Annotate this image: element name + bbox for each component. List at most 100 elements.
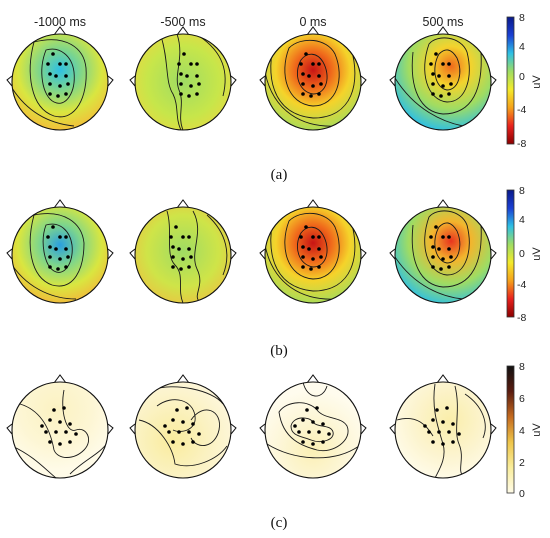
topomap-b-2-electrode-7	[171, 255, 175, 259]
topomap-b-3-electrode-6	[317, 247, 321, 251]
topomap-c-2-electrode-8	[171, 440, 175, 444]
topomap-c-2-electrode-5	[177, 430, 181, 434]
topomap-c-4-nose	[436, 374, 450, 384]
topomap-b-4-contour-2	[424, 210, 470, 276]
colorbar-a-tick-3: 0	[519, 71, 525, 83]
topomap-b-1-contour-3	[12, 264, 77, 300]
topomap-b-1-contour-2	[29, 213, 85, 287]
topomap-b-4-electrode-4	[431, 245, 435, 249]
topomap-b-2-electrode-13	[169, 235, 173, 239]
topomap-c-2-contour-1	[156, 399, 196, 432]
topomap-b-4-electrode-2	[441, 235, 445, 239]
topomap-a-3-head-outline	[264, 33, 362, 131]
topomap-b-1-electrode-5	[54, 247, 58, 251]
topomap-b-2-field	[135, 207, 231, 303]
topomap-a-3-electrode-12	[317, 92, 321, 96]
topomap-a-3-electrode-8	[311, 84, 315, 88]
topomap-a-3-contour-1	[297, 53, 328, 95]
topomap-a-2-electrode-10	[179, 92, 183, 96]
topomap-b-3-electrode-10	[301, 265, 305, 269]
topomap-c-1-electrode-12	[62, 406, 66, 410]
colorbar-a-unit: uV	[531, 75, 543, 89]
colorbar-c-tick-2: 6	[519, 393, 525, 405]
topomap-a-1	[6, 26, 114, 131]
topomap-c-4-electrode-8	[431, 440, 435, 444]
topomap-b-3-electrode-7	[301, 255, 305, 259]
topomap-b-4-right-ear	[490, 248, 497, 260]
topomap-a-1-electrode-6	[64, 74, 68, 78]
topomap-c-4-electrode-3	[451, 422, 455, 426]
topomap-b-3-left-ear	[259, 248, 266, 260]
topomap-a-3-electrode-9	[319, 82, 323, 86]
topomap-a-4-electrode-7	[431, 82, 435, 86]
topomap-a-3-left-ear	[259, 75, 266, 87]
topomap-a-1-left-ear	[6, 75, 13, 87]
topomap-b-4-contour-3	[411, 224, 482, 288]
topomap-c-2-contour-2	[190, 409, 220, 446]
topomap-c-2-electrode-13	[163, 424, 167, 428]
topomap-a-4-electrode-12	[447, 92, 451, 96]
topomap-c-2-electrode-12	[185, 406, 189, 410]
colorbar-c-gradient	[506, 365, 515, 494]
topomap-c-3-electrode-10	[321, 440, 325, 444]
topomap-a-2-electrode-5	[185, 74, 189, 78]
topomap-c-4-contour-2	[454, 385, 464, 477]
topomap-a-2-electrode-8	[189, 84, 193, 88]
topomap-c-1-electrode-8	[48, 440, 52, 444]
topomap-c-3-electrode-9	[311, 442, 315, 446]
topomap-c-2	[129, 374, 237, 479]
topomap-b-1-head-outline	[11, 206, 109, 304]
topomap-c-3-electrode-11	[305, 408, 309, 412]
topomap-b-4-electrode-6	[447, 247, 451, 251]
topomap-b-4-left-ear	[389, 248, 396, 260]
topomap-b-3	[259, 199, 367, 304]
topomap-a-4-electrode-2	[441, 62, 445, 66]
topomap-c-1-left-ear	[6, 423, 13, 435]
topomap-c-2-electrode-9	[181, 442, 185, 446]
topomap-c-1-head-outline	[11, 381, 109, 479]
topomap-c-3-electrode-4	[297, 430, 301, 434]
topomap-a-4-electrode-13	[429, 62, 433, 66]
colorbar-c-tick-3: 4	[519, 425, 525, 437]
topomap-b-2-electrode-9	[189, 255, 193, 259]
topomap-c-3-electrode-13	[293, 424, 297, 428]
topomap-b-3-contour-1	[297, 226, 328, 268]
topomap-a-4-contour-4	[395, 77, 464, 127]
topomap-a-1-electrode-11	[56, 94, 60, 98]
time-labels: -1000 ms -500 ms 0 ms 500 ms	[34, 15, 464, 29]
topomap-b-2-electrode-3	[187, 235, 191, 239]
topomap-b-3-right-ear	[360, 248, 367, 260]
topomap-c-3	[259, 374, 367, 479]
topomap-c-4	[389, 374, 497, 479]
topomap-c-2-left-ear	[129, 423, 136, 435]
colorbar-b-unit: uV	[531, 247, 543, 261]
topomap-a-1-field	[12, 34, 108, 130]
topomap-b-4	[389, 199, 497, 304]
colorbar-c-tick-5: 0	[519, 488, 525, 500]
topomap-b-2-electrode-1	[174, 225, 178, 229]
topomap-c-3-head-outline	[264, 381, 362, 479]
topomap-a-2-electrode-7	[179, 82, 183, 86]
topomap-c-2-electrode-2	[181, 420, 185, 424]
topomap-a-4-contour-2	[424, 37, 470, 103]
topomap-c-2-head-outline	[134, 381, 232, 479]
topomap-b-3-electrode-4	[301, 245, 305, 249]
topomap-a-3-electrode-3	[317, 62, 321, 66]
topomap-b-1-electrode-6	[64, 247, 68, 251]
topomap-a-2-electrode-1	[182, 52, 186, 56]
topomap-b-2-left-ear	[129, 248, 136, 260]
time-label-3: 0 ms	[299, 15, 326, 29]
topomap-c-4-head-outline	[394, 381, 492, 479]
topomap-a-3-electrode-2	[311, 62, 315, 66]
topomap-a-1-electrode-4	[48, 72, 52, 76]
topomap-a-3-electrode-5	[307, 74, 311, 78]
topomap-c-2-electrode-6	[187, 430, 191, 434]
colorbar-c-unit: uV	[531, 423, 543, 437]
colorbar-c-tick-1: 8	[519, 361, 525, 373]
topomap-c-3-electrode-2	[311, 420, 315, 424]
topomap-row-a	[6, 26, 497, 131]
topomap-b-2-electrode-6	[187, 247, 191, 251]
topomap-a-2-right-ear	[230, 75, 237, 87]
topomap-b-2-electrode-11	[179, 267, 183, 271]
topomap-c-4-electrode-12	[445, 406, 449, 410]
